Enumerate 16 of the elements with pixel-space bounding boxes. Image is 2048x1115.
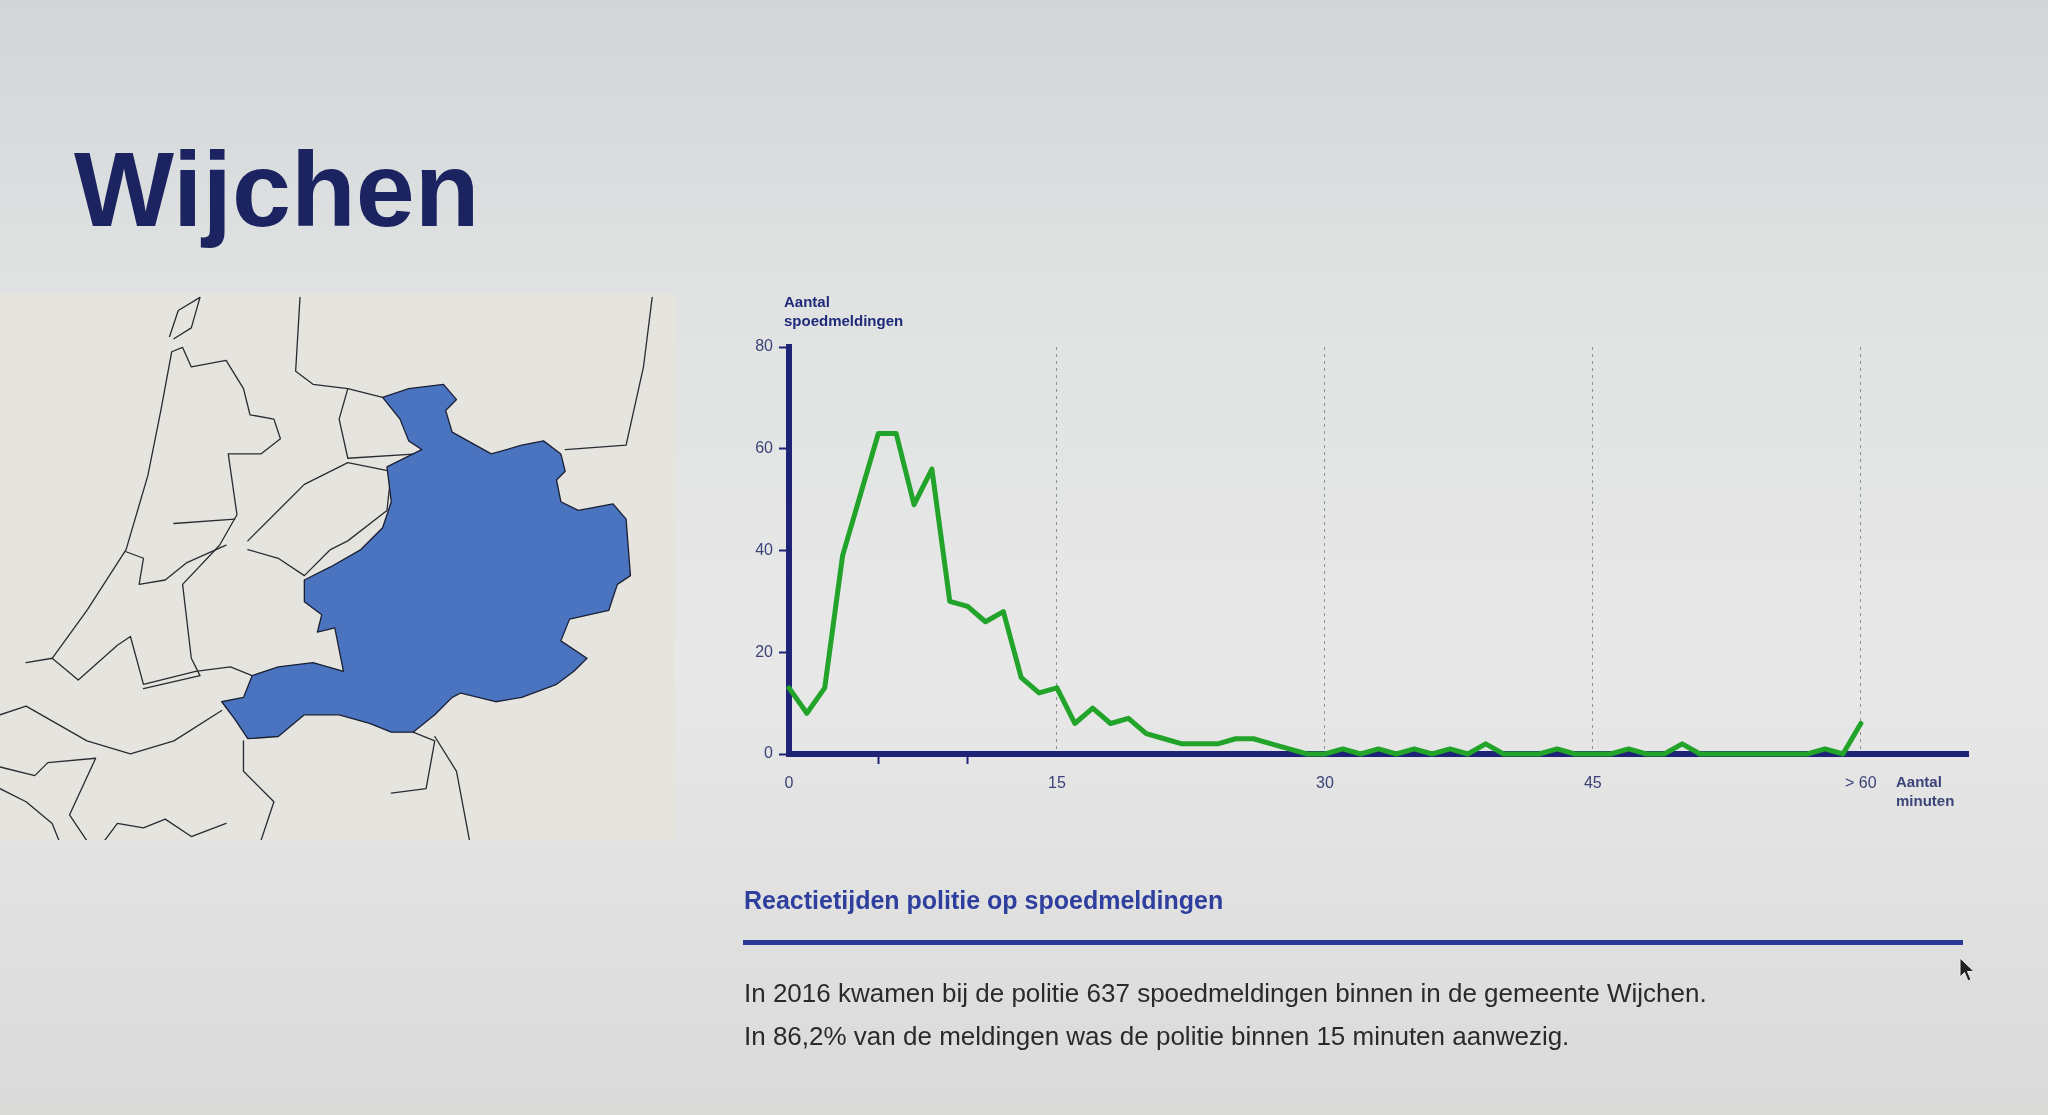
y-axis-title: Aantal spoedmeldingen: [784, 292, 904, 330]
text: Reactietijden politie op spoedmeldingen: [744, 886, 1224, 915]
y-tick-label: 40: [755, 540, 774, 558]
text: In 2016 kwamen bij de politie 637 spoedmeldingen binnen in de gemeente Wijchen.: [744, 977, 1707, 1010]
x-axis-title: Aantal minuten: [1896, 772, 1955, 810]
x-tick-label: > 60: [1845, 774, 1877, 792]
x-tick-label: 0: [784, 774, 794, 792]
x-tick-label: 30: [1316, 774, 1334, 792]
y-tick-label: 20: [755, 642, 774, 660]
x-tick-label: 45: [1583, 774, 1602, 792]
y-tick-label: 0: [764, 744, 774, 762]
chart-title: Wijchen: [74, 130, 480, 248]
y-tick-label: 80: [755, 337, 774, 355]
x-tick-label: 15: [1048, 774, 1066, 792]
y-tick-label: 60: [755, 439, 774, 457]
text: In 86,2% van de meldingen was de politie binnen 15 minuten aanwezig.: [744, 1020, 1571, 1053]
